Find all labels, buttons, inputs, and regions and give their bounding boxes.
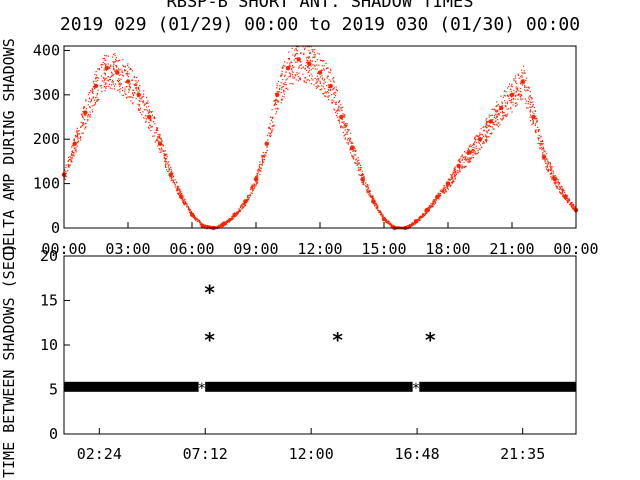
y-tick-label: 100 xyxy=(33,175,60,193)
x-tick-label: 03:00 xyxy=(105,240,150,258)
data-point: * xyxy=(332,328,344,352)
bottom-plot-frame xyxy=(63,255,577,435)
bottom-y-axis: 0 5 10 15 20 xyxy=(40,247,70,443)
top-points xyxy=(61,46,579,231)
top-y-axis: 0 100 200 300 400 xyxy=(33,41,70,237)
band-segment xyxy=(419,381,576,392)
bottom-x-axis: 02:24 07:12 12:00 16:48 21:35 xyxy=(77,428,545,463)
data-point xyxy=(72,141,77,146)
x-tick-label: 18:00 xyxy=(425,240,470,258)
y-tick-label: 20 xyxy=(40,247,58,265)
x-tick-label: 07:12 xyxy=(183,445,228,463)
data-point xyxy=(104,66,109,71)
svg-text:*: * xyxy=(412,381,420,397)
data-point xyxy=(83,110,88,115)
x-tick-label: 21:35 xyxy=(500,445,545,463)
y-tick-label: 10 xyxy=(40,336,58,354)
x-tick-label: 06:00 xyxy=(169,240,214,258)
data-point xyxy=(477,137,483,142)
x-tick-label: 09:00 xyxy=(233,240,278,258)
band-segment xyxy=(205,381,413,392)
data-point xyxy=(531,114,536,120)
y-tick-label: 15 xyxy=(40,292,58,310)
x-tick-label: 12:00 xyxy=(297,240,342,258)
y-tick-label: 0 xyxy=(49,425,58,443)
data-point: * xyxy=(424,328,436,352)
y-tick-label: 400 xyxy=(33,41,60,59)
x-tick-label: 16:48 xyxy=(395,445,440,463)
x-tick-label: 15:00 xyxy=(361,240,406,258)
page-title: RBSP-B SHORT ANT. SHADOW TIMES xyxy=(166,0,474,12)
y-tick-label: 300 xyxy=(33,86,60,104)
data-point: * xyxy=(204,281,216,305)
bottom-y-axis-title: TIME BETWEEN SHADOWS (SEC) xyxy=(0,243,18,478)
y-tick-label: 0 xyxy=(51,219,60,237)
top-chart: 0 100 200 300 400 00:00 03:00 06:00 09:00 12:00 1… xyxy=(0,38,599,258)
bottom-points: * * * * xyxy=(204,281,437,352)
svg-text:*: * xyxy=(198,381,206,397)
x-tick-label: 00:00 xyxy=(41,240,86,258)
band-segment xyxy=(64,381,199,392)
x-tick-label: 21:00 xyxy=(489,240,534,258)
top-x-axis: 00:00 03:00 06:00 09:00 12:00 15:00 18:00 21:00… xyxy=(41,222,599,258)
data-point: * xyxy=(204,328,216,352)
data-point xyxy=(264,141,269,146)
bottom-band: * * xyxy=(64,381,576,397)
x-tick-label: 12:00 xyxy=(289,445,334,463)
y-tick-label: 5 xyxy=(49,381,58,399)
data-point xyxy=(157,141,163,146)
y-tick-label: 200 xyxy=(33,130,60,148)
x-tick-label: 00:00 xyxy=(553,240,598,258)
data-point xyxy=(317,70,323,75)
data-point xyxy=(328,83,333,89)
x-tick-label: 02:24 xyxy=(77,445,122,463)
page-subtitle: 2019 029 (01/29) 00:00 to 2019 030 (01/3… xyxy=(59,14,581,35)
top-y-axis-title: DELTA AMP DURING SHADOWS xyxy=(0,38,18,255)
